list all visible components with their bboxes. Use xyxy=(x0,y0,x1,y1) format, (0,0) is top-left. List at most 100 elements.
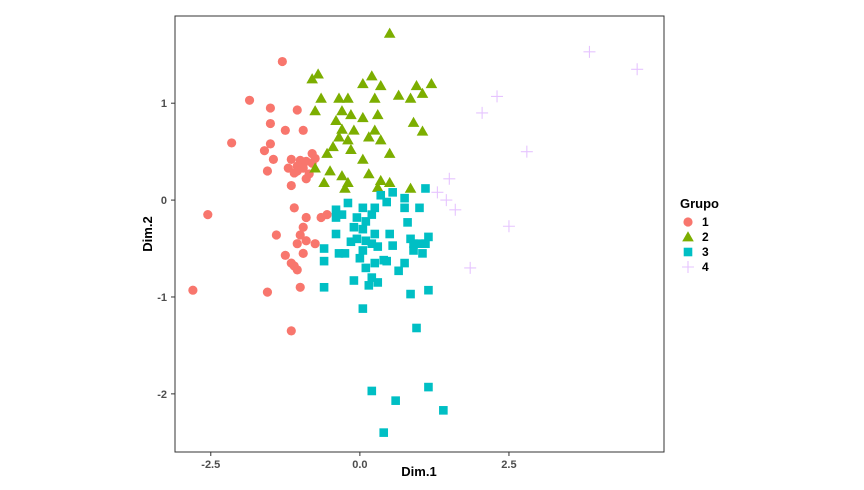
point-group-2-15 xyxy=(404,92,417,103)
point-group-2-36 xyxy=(309,162,321,173)
point-group-1-39 xyxy=(280,250,290,260)
point-group-2-17 xyxy=(336,105,348,116)
point-group-2-31 xyxy=(327,141,339,152)
point-group-3-33 xyxy=(373,242,383,251)
x-axis-title: Dim.1 xyxy=(401,464,436,479)
point-group-3-56 xyxy=(412,323,421,333)
y-tick-label: -1 xyxy=(157,292,167,304)
point-group-1-37 xyxy=(310,239,320,249)
point-group-1-27 xyxy=(203,210,213,220)
point-group-2-22 xyxy=(407,116,420,127)
point-group-1-1 xyxy=(277,56,287,67)
point-group-1-45 xyxy=(188,285,198,295)
point-group-3-32 xyxy=(319,244,329,253)
point-group-3-50 xyxy=(373,278,383,287)
point-group-2-30 xyxy=(374,134,387,145)
legend-label-1: 1 xyxy=(702,215,709,229)
point-group-1-30 xyxy=(316,212,326,223)
point-group-3-38 xyxy=(409,246,418,255)
point-group-1-14 xyxy=(286,154,296,164)
point-group-1-13 xyxy=(268,154,278,164)
point-group-1-6 xyxy=(280,125,290,135)
plot-panel xyxy=(174,15,665,453)
point-group-3-5 xyxy=(382,197,392,207)
point-group-4-1 xyxy=(583,45,596,58)
point-group-2-44 xyxy=(371,181,384,192)
point-group-2-40 xyxy=(318,176,330,187)
point-group-1-28 xyxy=(289,203,299,213)
legend-label-4: 4 xyxy=(702,260,709,274)
point-group-3-18 xyxy=(349,222,359,232)
point-group-1-3 xyxy=(265,103,276,113)
point-group-3-34 xyxy=(388,241,397,250)
point-group-4-8 xyxy=(440,194,453,207)
point-group-2-26 xyxy=(416,125,429,136)
point-group-2-23 xyxy=(336,123,348,134)
point-group-2-20 xyxy=(371,109,384,120)
point-group-3-25 xyxy=(406,234,415,244)
point-group-3-49 xyxy=(349,276,359,285)
x-tick-label: 0.0 xyxy=(352,459,367,471)
point-group-2-39 xyxy=(363,168,375,179)
point-group-3-1 xyxy=(388,188,397,197)
point-group-3-39 xyxy=(418,249,427,258)
point-group-1-23 xyxy=(262,166,273,176)
point-group-2-9 xyxy=(416,87,429,98)
point-group-3-14 xyxy=(331,213,341,222)
point-group-3-46 xyxy=(361,263,371,273)
point-group-3-22 xyxy=(385,229,394,239)
point-group-3-24 xyxy=(352,234,362,244)
point-group-4-10 xyxy=(502,220,515,233)
point-group-2-1 xyxy=(383,27,396,38)
point-group-1-7 xyxy=(298,125,308,135)
point-group-2-2 xyxy=(312,68,324,79)
point-group-4-2 xyxy=(631,63,644,76)
point-group-2-24 xyxy=(348,124,360,135)
point-group-3-9 xyxy=(331,205,341,215)
point-group-1-5 xyxy=(265,118,276,129)
point-group-3-58 xyxy=(424,382,433,392)
point-group-3-28 xyxy=(367,239,377,248)
point-group-1-10 xyxy=(259,146,270,156)
point-group-2-43 xyxy=(383,176,396,187)
point-group-4-5 xyxy=(520,145,533,158)
y-axis-title: Dim.2 xyxy=(140,216,155,251)
point-group-3-45 xyxy=(400,258,409,268)
y-tick-label: 1 xyxy=(161,98,167,110)
data-points xyxy=(188,27,644,437)
point-group-2-12 xyxy=(333,92,345,103)
point-group-2-38 xyxy=(336,170,348,181)
point-group-1-2 xyxy=(244,95,255,105)
legend-title: Grupo xyxy=(680,196,719,211)
point-group-2-10 xyxy=(392,89,405,100)
point-group-3-41 xyxy=(355,253,365,263)
point-group-3-26 xyxy=(361,236,371,246)
point-group-3-27 xyxy=(346,237,356,247)
legend-key-4 xyxy=(682,261,694,273)
point-group-1-46 xyxy=(286,326,296,336)
point-group-2-13 xyxy=(342,92,354,103)
point-group-2-8 xyxy=(410,79,423,91)
point-group-4-6 xyxy=(443,172,456,185)
point-group-3-48 xyxy=(367,273,377,282)
point-group-3-35 xyxy=(334,249,344,258)
point-group-1-38 xyxy=(298,248,308,258)
point-group-1-36 xyxy=(292,239,302,249)
point-group-3-36 xyxy=(340,249,350,258)
point-group-2-21 xyxy=(330,114,342,125)
legend-key-2 xyxy=(682,231,694,242)
point-group-4-3 xyxy=(491,90,504,103)
point-group-2-33 xyxy=(383,147,396,158)
point-group-1-25 xyxy=(301,174,311,184)
point-group-3-31 xyxy=(421,239,430,248)
point-group-3-54 xyxy=(406,289,415,299)
x-tick-label: -2.5 xyxy=(201,459,220,471)
point-group-3-19 xyxy=(358,224,368,234)
point-group-3-51 xyxy=(364,281,374,290)
point-group-2-5 xyxy=(374,79,387,91)
point-group-1-34 xyxy=(295,230,305,240)
point-group-3-17 xyxy=(403,218,412,227)
point-group-3-7 xyxy=(400,203,409,213)
